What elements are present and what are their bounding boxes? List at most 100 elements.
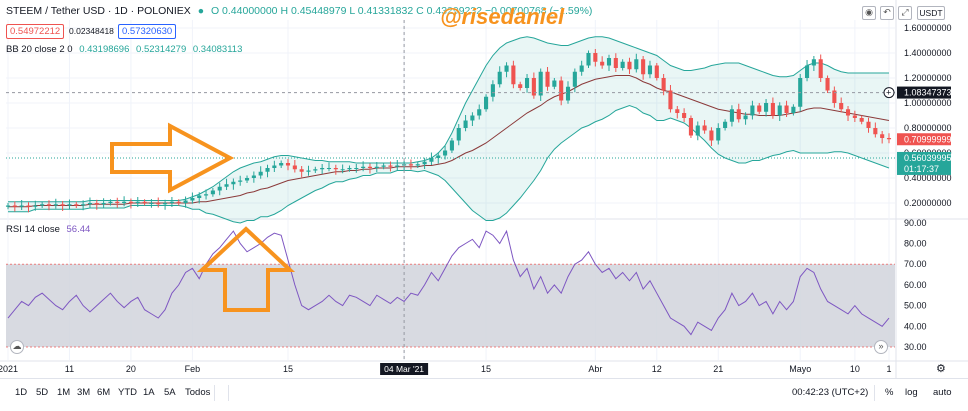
candle-body (784, 105, 789, 113)
candle-body (74, 204, 79, 206)
candle-body (306, 170, 311, 172)
rsi-line (7, 229, 890, 336)
price-label-tag (897, 86, 951, 99)
time-tick-label: 12 (652, 364, 662, 374)
chart-canvas[interactable]: 0.200000000.400000000.600000000.80000000… (0, 0, 968, 378)
candle-body (654, 65, 659, 78)
crosshair-date-label: 04 Mar '21 (384, 364, 424, 374)
candle-body (60, 204, 65, 206)
rsi-tick-label: 30.00 (904, 342, 927, 352)
candle-body (511, 65, 516, 85)
range-6m[interactable]: 6M (97, 387, 111, 398)
candle-body (217, 186, 222, 191)
candle-body (545, 71, 550, 87)
candle-body (456, 128, 461, 141)
candle-body (531, 78, 536, 96)
range-5a[interactable]: 5A (164, 387, 176, 398)
candle-body (470, 115, 475, 121)
clock-time[interactable]: 00:42:23 (UTC+2) (792, 387, 869, 398)
auto-toggle[interactable]: auto (933, 387, 952, 398)
candle-body (26, 205, 31, 207)
candle-body (449, 140, 454, 151)
candle-body (142, 201, 147, 203)
candle-body (5, 205, 11, 207)
candle-body (845, 109, 851, 116)
candle-body (115, 201, 120, 203)
candle-body (852, 115, 857, 118)
candle-body (408, 164, 413, 166)
annotation-arrow-right (110, 122, 235, 194)
bb-upper-line (8, 36, 889, 203)
candle-body (490, 84, 495, 97)
price-tick-label: 0.20000000 (904, 198, 952, 208)
candle-body (272, 165, 277, 168)
candle-body (46, 204, 52, 206)
candle-body (477, 109, 482, 116)
undo-icon[interactable]: ↶ (880, 6, 894, 20)
rsi-label[interactable]: RSI 14 close (6, 224, 60, 235)
candle-body (716, 128, 721, 141)
rsi-tick-label: 60.00 (904, 280, 927, 290)
candle-body (620, 61, 625, 68)
rsi-tick-label: 70.00 (904, 259, 927, 269)
spread-value: 0.02348418 (69, 26, 114, 36)
range-5d[interactable]: 5D (36, 387, 49, 398)
range-1d[interactable]: 1D (15, 387, 28, 398)
range-3m[interactable]: 3M (77, 387, 91, 398)
candle-body (285, 163, 291, 166)
currency-selector[interactable]: USDT (917, 6, 945, 20)
candle-body (258, 171, 263, 176)
symbol-title[interactable]: STEEM / Tether USD · 1D · POLONIEX (6, 5, 191, 17)
bb-label[interactable]: BB 20 close 2 0 (6, 44, 73, 55)
candle-body (231, 181, 236, 185)
percent-toggle[interactable]: % (885, 387, 894, 398)
candle-body (538, 71, 543, 96)
price-tick-label: 1.40000000 (904, 48, 952, 58)
candle-body (197, 195, 202, 198)
candle-body (641, 59, 646, 75)
scroll-right-icon[interactable]: » (874, 340, 888, 354)
price-tick-label: 1.00000000 (904, 98, 952, 108)
candle-body (818, 59, 823, 78)
candle-body (299, 169, 304, 172)
candle-body (661, 78, 666, 91)
candle-body (886, 138, 892, 140)
range-all[interactable]: Todos (185, 387, 211, 398)
range-1m[interactable]: 1M (57, 387, 71, 398)
range-ytd[interactable]: YTD (118, 387, 137, 398)
range-1a[interactable]: 1A (143, 387, 155, 398)
candle-body (866, 121, 871, 128)
toolbar-divider (874, 385, 875, 401)
rsi-tick-label: 80.00 (904, 239, 927, 249)
time-tick-label: 1 (886, 364, 891, 374)
candle-body (524, 78, 530, 88)
candle-body (388, 165, 393, 167)
candle-body (122, 201, 127, 203)
sell-price-button[interactable]: 0.54972212 (6, 24, 65, 39)
candle-body (770, 103, 775, 116)
candle-body (791, 106, 796, 113)
candle-body (374, 166, 379, 168)
candle-body (443, 150, 448, 156)
log-toggle[interactable]: log (905, 387, 918, 398)
candle-body (238, 180, 243, 182)
time-tick-label: 10 (850, 364, 860, 374)
price-tick-label: 0.40000000 (904, 173, 952, 183)
candle-body (593, 53, 598, 62)
candle-body (354, 168, 359, 169)
price-label-text: 0.70999999 (904, 134, 952, 144)
eye-icon[interactable]: ◉ (862, 6, 876, 20)
toolbar-divider (228, 385, 229, 401)
settings-icon: ⚙ (936, 363, 946, 375)
rsi-tick-label: 40.00 (904, 321, 927, 331)
fullscreen-icon[interactable]: ⤢ (898, 6, 912, 20)
candle-body (880, 134, 885, 138)
rsi-band (6, 264, 895, 347)
cloud-icon[interactable]: ☁ (10, 340, 24, 354)
buy-price-button[interactable]: 0.57320630 (118, 24, 177, 39)
candle-body (244, 178, 250, 181)
candle-body (347, 168, 352, 170)
candle-body (613, 58, 618, 68)
candle-body (210, 190, 215, 195)
candle-body (204, 194, 209, 196)
